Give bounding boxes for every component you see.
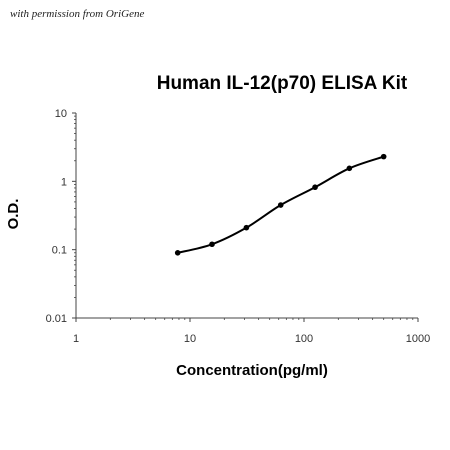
y-tick-label: 1 bbox=[61, 176, 67, 188]
data-point bbox=[174, 249, 181, 256]
chart-title: Human IL-12(p70) ELISA Kit bbox=[157, 73, 408, 94]
y-tick-label: 10 bbox=[55, 108, 67, 120]
x-tick-label: 10 bbox=[184, 333, 196, 345]
data-point bbox=[380, 153, 387, 160]
x-tick-label: 1000 bbox=[406, 333, 430, 345]
y-tick-label: 0.01 bbox=[46, 313, 67, 325]
x-axis-label: Concentration(pg/ml) bbox=[176, 362, 328, 379]
plot-area: 0.01 0.1 1 10 1 10 100 1000 bbox=[46, 108, 431, 345]
data-point bbox=[243, 224, 250, 231]
y-axis-ticks: 0.01 0.1 1 10 bbox=[46, 108, 76, 325]
watermark-text: with permission from OriGene bbox=[10, 8, 145, 20]
data-point bbox=[209, 241, 215, 248]
data-point bbox=[277, 202, 284, 208]
x-tick-label: 100 bbox=[295, 333, 313, 345]
x-tick-label: 1 bbox=[73, 333, 79, 345]
x-axis-ticks: 1 10 100 1000 bbox=[73, 318, 430, 345]
y-axis-label: O.D. bbox=[5, 199, 22, 230]
data-points bbox=[174, 153, 387, 256]
data-point bbox=[346, 165, 353, 172]
data-point bbox=[312, 184, 318, 191]
y-tick-label: 0.1 bbox=[52, 245, 67, 257]
